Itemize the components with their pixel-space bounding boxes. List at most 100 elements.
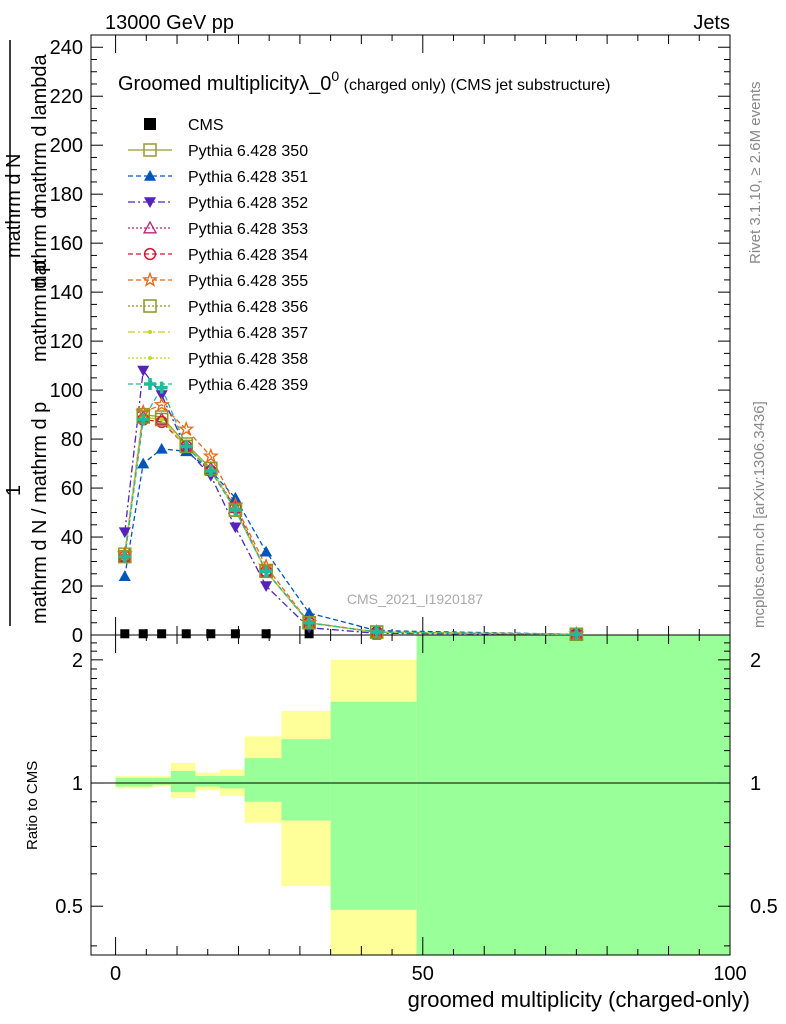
data-point	[202, 447, 219, 464]
y-tick-label: 240	[50, 37, 83, 59]
data-point	[180, 440, 193, 453]
data-point	[154, 412, 169, 425]
y-tick-label: 40	[61, 527, 83, 549]
y-axis-label-part5: mathrm d N	[3, 154, 25, 258]
y-tick-label: 220	[50, 86, 83, 108]
ratio-band-inner	[281, 739, 331, 821]
data-point	[204, 464, 217, 477]
legend-label: Pythia 6.428 354	[188, 247, 308, 264]
data-point	[155, 390, 168, 401]
data-point	[229, 504, 242, 517]
y-tick-label: 100	[50, 380, 83, 402]
y-axis-label: mathrm d lambda mathrm d mathrm d p math…	[3, 40, 51, 626]
ratio-y-axis-label: Ratio to CMS	[24, 761, 41, 850]
y-tick-label: 60	[61, 478, 83, 500]
header-energy: 13000 GeV pp	[105, 12, 234, 34]
data-point	[137, 413, 150, 426]
legend-label: Pythia 6.428 359	[188, 377, 308, 394]
y-tick-label: 20	[61, 576, 83, 598]
data-point	[370, 626, 383, 639]
x-tick-label: 100	[713, 963, 746, 985]
legend-marker	[144, 170, 156, 181]
legend-marker	[143, 299, 157, 313]
data-point	[229, 522, 242, 534]
series-lines	[124, 368, 577, 635]
data-point	[155, 442, 168, 454]
data-point	[157, 629, 167, 639]
legend-label: Pythia 6.428 355	[188, 273, 308, 290]
data-point	[261, 629, 271, 639]
plot-title-main: Groomed multiplicityλ_0	[118, 73, 331, 95]
legend-label: Pythia 6.428 357	[188, 325, 308, 342]
series-line	[124, 368, 577, 635]
ratio-y-tick-label: 1	[72, 773, 83, 795]
y-tick-label: 140	[50, 282, 83, 304]
ratio-band-inner	[416, 635, 730, 955]
legend-marker	[144, 118, 156, 130]
main-panel-frame	[90, 34, 731, 636]
data-point	[178, 420, 195, 437]
y-axis-label-part2: mathrm d	[29, 208, 51, 292]
legend: CMS Pythia 6.428 350 Pythia 6.428 351 Pythi…	[128, 117, 308, 394]
y-tick-label: 80	[61, 429, 83, 451]
legend-marker	[148, 356, 152, 360]
legend-label: Pythia 6.428 351	[188, 169, 308, 186]
data-point	[303, 606, 316, 618]
legend-label: Pythia 6.428 358	[188, 351, 308, 368]
data-point	[159, 417, 164, 422]
plot-title-note: (charged only) (CMS jet substructure)	[339, 77, 610, 94]
data-point	[230, 629, 240, 639]
rivet-version-label: Rivet 3.1.10, ≥ 2.6M events	[747, 82, 764, 265]
data-point	[137, 365, 150, 377]
ratio-panel-frame	[90, 634, 731, 956]
series-line	[124, 416, 577, 635]
legend-label: Pythia 6.428 350	[188, 143, 308, 160]
y-axis-label-part3: mathrm d p	[29, 261, 51, 362]
data-point	[118, 570, 131, 582]
data-point	[260, 545, 273, 557]
data-point	[154, 412, 169, 427]
y-tick-label: 0	[72, 625, 83, 647]
x-tick-label: 0	[110, 963, 121, 985]
header-category: Jets	[693, 12, 730, 34]
plot-title: Groomed multiplicityλ_00 (charged only) …	[118, 68, 610, 95]
ratio-y-tick-label-right: 2	[750, 650, 761, 672]
ratio-band-inner	[244, 758, 282, 802]
data-point	[118, 550, 131, 563]
ratio-y-tick-label-right: 0.5	[750, 896, 778, 918]
data-point	[206, 629, 216, 639]
data-point	[118, 527, 131, 539]
series-line	[124, 386, 577, 635]
legend-marker	[141, 271, 159, 287]
y-axis-label-part1: mathrm d lambda	[29, 54, 51, 210]
data-point	[120, 629, 130, 639]
data-point	[138, 629, 148, 639]
y-tick-label: 180	[50, 184, 83, 206]
x-axis-label: groomed multiplicity (charged-only)	[408, 987, 750, 1012]
ratio-y-tick-label-right: 1	[750, 773, 761, 795]
legend-label: Pythia 6.428 352	[188, 195, 308, 212]
data-point	[260, 581, 273, 593]
y-axis-label-part4: mathrm d N / mathrm d p	[29, 402, 51, 624]
plot-title-sup: 0	[331, 68, 339, 84]
data-point	[303, 616, 316, 629]
ratio-band-inner	[220, 776, 245, 789]
data-point	[570, 628, 583, 641]
legend-marker	[143, 143, 157, 157]
legend-label: CMS	[188, 117, 224, 134]
y-tick-label: 120	[50, 331, 83, 353]
y-axis-label-one: 1	[3, 485, 25, 496]
ratio-band-inner	[195, 776, 221, 787]
ratio-y-tick-label: 2	[72, 650, 83, 672]
data-point	[260, 565, 273, 578]
y-tick-label: 160	[50, 233, 83, 255]
mcplots-credit-label: mcplots.cern.ch [arXiv:1306.3436]	[751, 401, 768, 628]
ratio-band-inner	[152, 777, 171, 785]
legend-marker	[142, 220, 158, 234]
ratio-band-inner	[115, 777, 135, 787]
ratio-band-inner	[134, 777, 153, 787]
legend-marker	[143, 247, 157, 261]
x-tick-label: 50	[412, 963, 434, 985]
ratio-bands	[115, 635, 730, 955]
